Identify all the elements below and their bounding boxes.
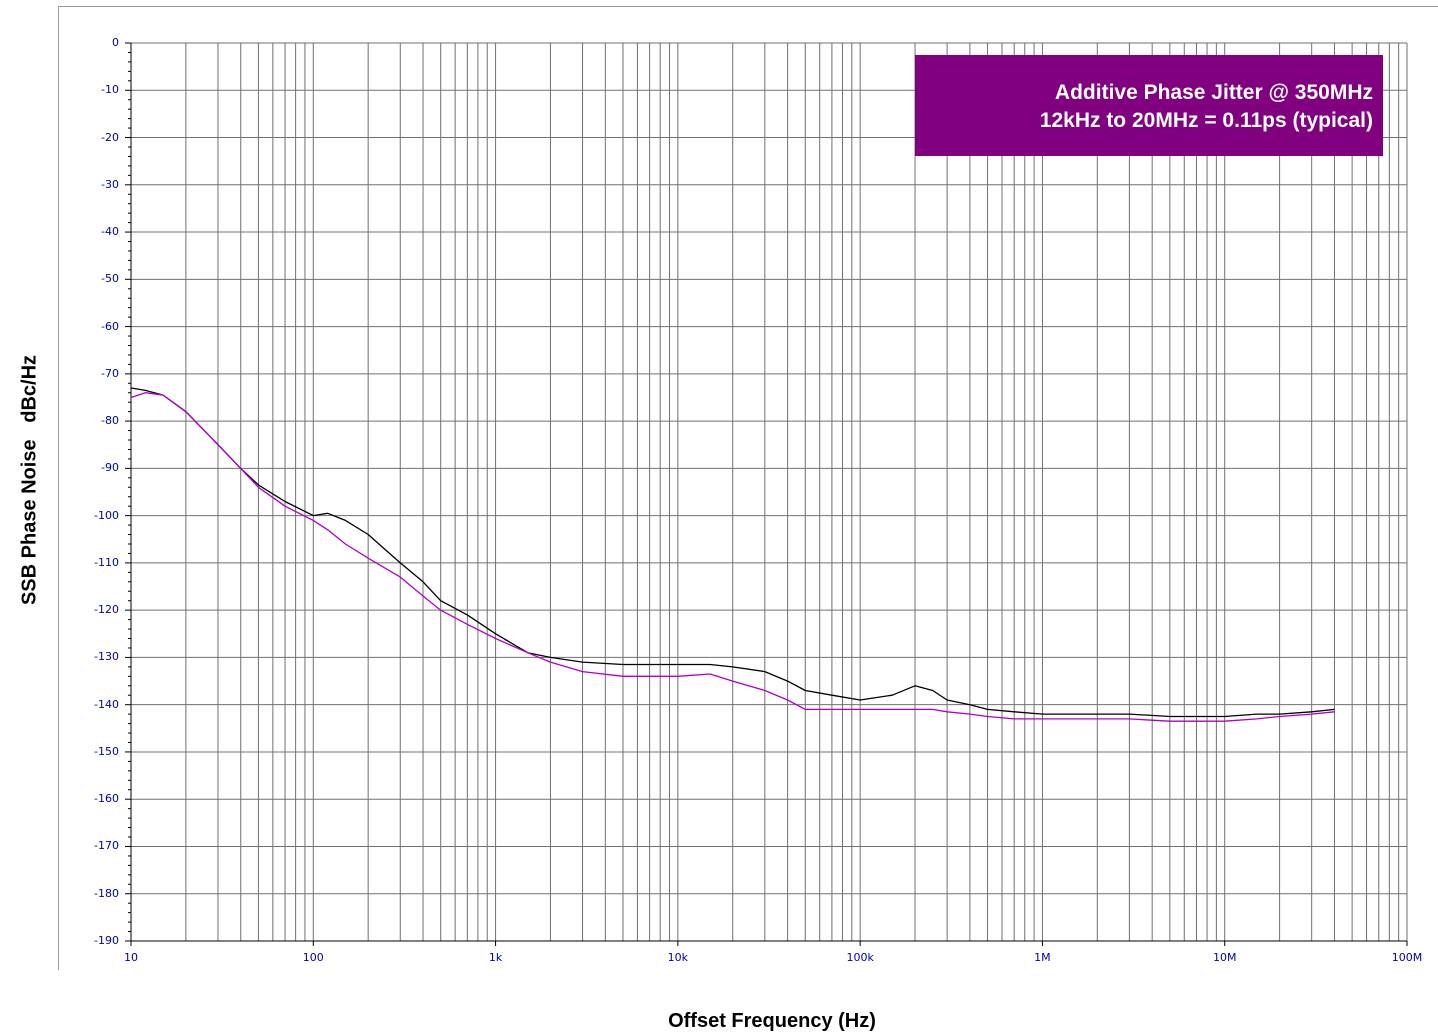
y-tick-label: -170 bbox=[94, 839, 119, 853]
y-tick-label: -120 bbox=[94, 603, 119, 617]
y-tick-label: -150 bbox=[94, 744, 119, 758]
annotation-line-1: Additive Phase Jitter @ 350MHz bbox=[1054, 81, 1373, 104]
y-tick-label: -70 bbox=[101, 366, 119, 380]
series-line-2 bbox=[130, 392, 1335, 722]
y-tick-label: 0 bbox=[112, 36, 119, 49]
y-tick-label: -160 bbox=[94, 792, 119, 806]
y-tick-label: -140 bbox=[94, 697, 119, 711]
x-tick-label: 100 bbox=[302, 951, 324, 964]
x-tick-label: 1k bbox=[488, 951, 503, 964]
y-tick-label: -90 bbox=[101, 461, 119, 475]
y-tick-label: -30 bbox=[101, 177, 119, 191]
x-tick-label: 100k bbox=[846, 951, 874, 964]
y-tick-label: -60 bbox=[101, 319, 119, 333]
y-tick-label: -130 bbox=[94, 650, 119, 664]
y-tick-label: -80 bbox=[101, 414, 119, 428]
y-tick-label: -110 bbox=[94, 555, 119, 569]
series-lines bbox=[130, 387, 1335, 722]
annotation-line-2: 12kHz to 20MHz = 0.11ps (typical) bbox=[1039, 109, 1373, 132]
series-line-1 bbox=[130, 387, 1335, 718]
jitter-annotation: Additive Phase Jitter @ 350MHz 12kHz to … bbox=[915, 55, 1383, 156]
y-tick-label: -20 bbox=[101, 130, 119, 144]
x-tick-label: 10 bbox=[124, 951, 138, 964]
x-tick-label: 10M bbox=[1212, 951, 1237, 964]
grid bbox=[130, 42, 1408, 942]
chart-frame bbox=[58, 6, 1438, 970]
axes bbox=[125, 42, 1408, 946]
x-tick-label: 100M bbox=[1391, 951, 1423, 964]
x-tick-label: 10k bbox=[667, 951, 689, 964]
y-tick-label: -10 bbox=[101, 83, 119, 97]
y-axis-label: SSB Phase Noise dBc/Hz bbox=[18, 354, 41, 606]
y-tick-label: -40 bbox=[101, 225, 119, 239]
y-tick-label: -50 bbox=[101, 272, 119, 286]
y-tick-label: -100 bbox=[94, 508, 119, 522]
y-tick-label: -190 bbox=[94, 934, 119, 947]
x-tick-label: 1M bbox=[1034, 951, 1051, 964]
y-tick-label: -180 bbox=[94, 886, 119, 900]
x-axis-label: Offset Frequency (Hz) bbox=[668, 1010, 876, 1032]
